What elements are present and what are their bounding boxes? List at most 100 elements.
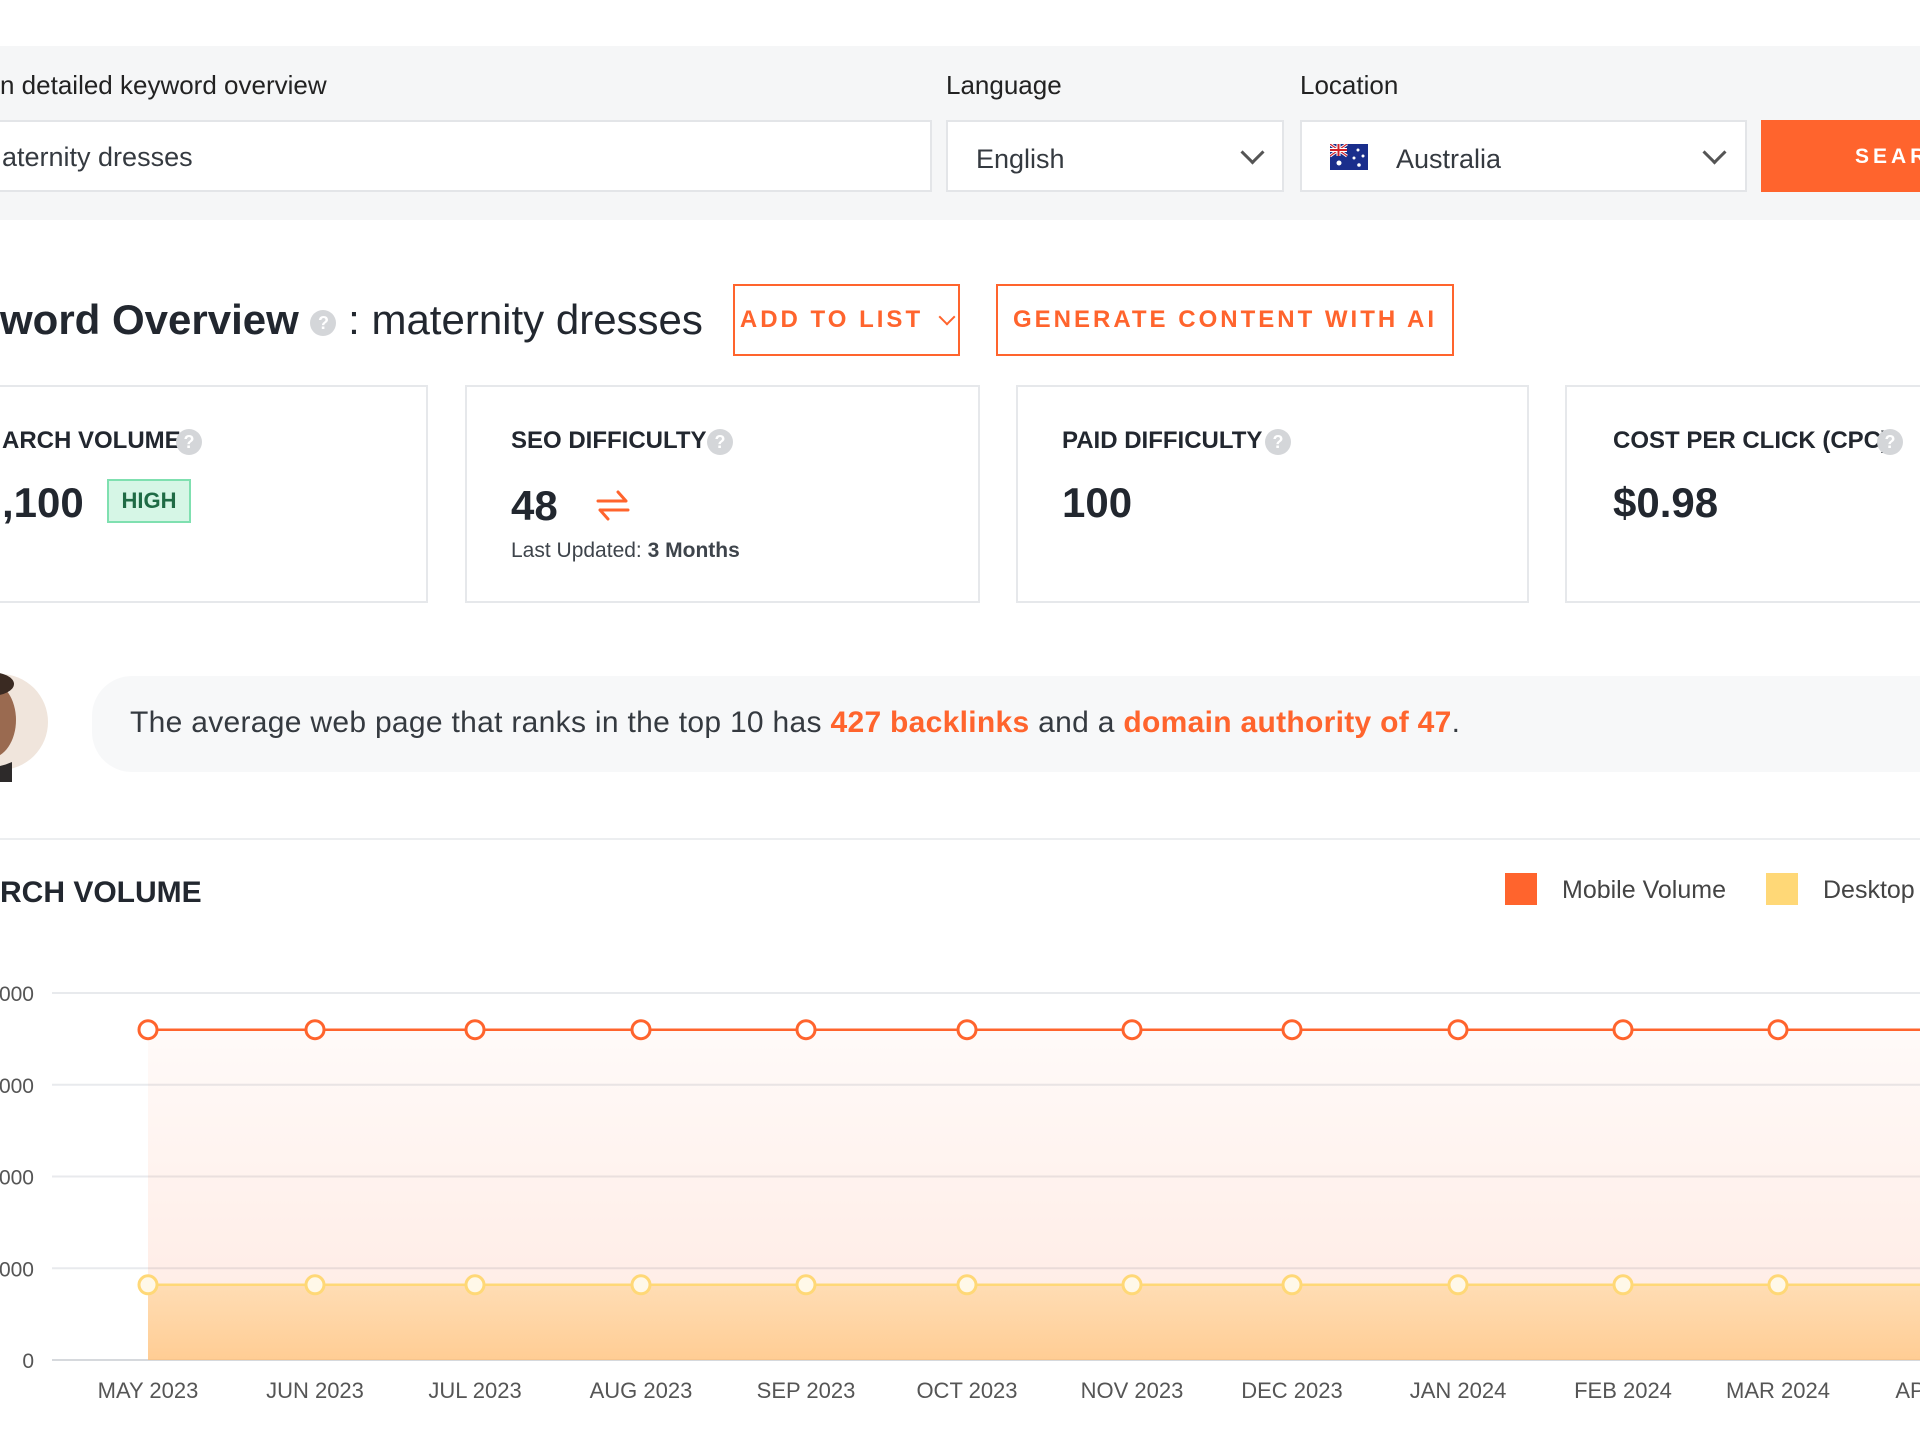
volume-level-badge: HIGH: [107, 479, 191, 523]
page-title-bold: word Overview: [0, 296, 299, 343]
card-value: 100: [1062, 479, 1133, 526]
help-icon[interactable]: ?: [310, 309, 337, 336]
keyword-input-label: n detailed keyword overview: [0, 70, 327, 100]
desktop-volume-point[interactable]: [956, 1274, 978, 1296]
location-select[interactable]: Australia: [1300, 120, 1747, 192]
search-volume-card: ARCH VOLUME ? ,100 HIGH: [0, 385, 428, 603]
backlinks-insight-banner: The average web page that ranks in the t…: [92, 676, 1920, 772]
desktop-volume-point[interactable]: [464, 1274, 486, 1296]
x-tick-label: MAY 2023: [98, 1378, 199, 1403]
seo-difficulty-card: SEO DIFFICULTY ? 48 Last Updated: 3 Mont…: [465, 385, 980, 603]
language-select-value: English: [976, 144, 1065, 174]
avatar: [0, 673, 48, 782]
location-select-value: Australia: [1396, 144, 1502, 174]
last-updated-value: 3 Months: [647, 539, 740, 562]
x-tick-label: FEB 2024: [1574, 1378, 1672, 1403]
help-icon[interactable]: ?: [707, 429, 733, 455]
section-divider: [0, 838, 1920, 840]
desktop-volume-point[interactable]: [1767, 1274, 1789, 1296]
y-tick-label: 0: [22, 1350, 34, 1373]
cpc-card: COST PER CLICK (CPC) ? $0.98: [1565, 385, 1920, 603]
add-to-list-label: ADD TO LIST: [739, 306, 924, 333]
desktop-volume-point[interactable]: [1447, 1274, 1469, 1296]
refresh-icon[interactable]: [594, 487, 632, 523]
card-title: PAID DIFFICULTY: [1062, 427, 1263, 454]
chevron-down-icon: [1702, 140, 1727, 165]
generate-content-ai-button[interactable]: GENERATE CONTENT WITH AI: [996, 284, 1454, 356]
insight-text: The average web page that ranks in the t…: [130, 706, 1460, 740]
card-title: ARCH VOLUME: [2, 427, 181, 454]
x-tick-label: NOV 2023: [1081, 1378, 1184, 1403]
mobile-volume-point[interactable]: [1281, 1019, 1303, 1041]
card-value: 48: [511, 482, 558, 529]
x-tick-label: MAR 2024: [1726, 1378, 1830, 1403]
mobile-volume-point[interactable]: [956, 1019, 978, 1041]
keyword-input-value: aternity dresses: [2, 142, 193, 172]
card-title: SEO DIFFICULTY: [511, 427, 707, 454]
card-value: $0.98: [1613, 479, 1719, 526]
desktop-volume-point[interactable]: [304, 1274, 326, 1296]
y-tick-label: 000: [0, 983, 34, 1006]
mobile-volume-point[interactable]: [1447, 1019, 1469, 1041]
mobile-volume-area: [148, 1029, 1920, 1360]
chart-points: [137, 1019, 1789, 1296]
language-select[interactable]: English: [946, 120, 1284, 192]
desktop-volume-point[interactable]: [1612, 1274, 1634, 1296]
backlinks-highlight: 427 backlinks: [830, 706, 1030, 739]
legend-label-desktop[interactable]: Desktop: [1823, 876, 1915, 904]
y-tick-label: 000: [0, 1075, 34, 1098]
add-to-list-button[interactable]: ADD TO LIST: [733, 284, 960, 356]
desktop-volume-point[interactable]: [1281, 1274, 1303, 1296]
mobile-volume-point[interactable]: [1767, 1019, 1789, 1041]
keyword-input[interactable]: aternity dresses: [0, 120, 932, 192]
mobile-volume-point[interactable]: [464, 1019, 486, 1041]
search-button-label: SEAR: [1855, 145, 1920, 168]
language-label: Language: [946, 70, 1062, 100]
desktop-volume-point[interactable]: [795, 1274, 817, 1296]
location-label: Location: [1300, 70, 1399, 100]
page-title-keyword: : maternity dresses: [348, 296, 703, 343]
mobile-volume-point[interactable]: [1121, 1019, 1143, 1041]
mobile-volume-point[interactable]: [1612, 1019, 1634, 1041]
desktop-volume-point[interactable]: [137, 1274, 159, 1296]
mobile-volume-point[interactable]: [630, 1019, 652, 1041]
chart-title: RCH VOLUME: [0, 876, 202, 909]
chevron-down-icon: [938, 308, 956, 326]
card-title: COST PER CLICK (CPC): [1613, 427, 1889, 454]
x-tick-label: OCT 2023: [916, 1378, 1017, 1403]
australia-flag-icon: [1330, 144, 1368, 170]
mobile-volume-point[interactable]: [137, 1019, 159, 1041]
legend-label-mobile[interactable]: Mobile Volume: [1562, 876, 1726, 904]
paid-difficulty-card: PAID DIFFICULTY ? 100: [1016, 385, 1529, 603]
x-tick-label: JAN 2024: [1410, 1378, 1507, 1403]
chart-areas: [148, 1029, 1920, 1360]
card-value: ,100: [2, 479, 84, 526]
x-tick-label: SEP 2023: [757, 1378, 856, 1403]
insight-text-end: .: [1451, 706, 1461, 739]
help-icon[interactable]: ?: [1265, 429, 1291, 455]
help-icon[interactable]: ?: [1877, 429, 1903, 455]
desktop-volume-point[interactable]: [630, 1274, 652, 1296]
domain-authority-highlight: domain authority of 47: [1123, 706, 1452, 739]
help-icon[interactable]: ?: [176, 429, 202, 455]
mobile-volume-point[interactable]: [795, 1019, 817, 1041]
legend-swatch-mobile: [1505, 873, 1537, 905]
page-title: word Overview ? : maternity dresses: [0, 296, 703, 344]
x-tick-label: AUG 2023: [590, 1378, 693, 1403]
x-tick-label: AP: [1895, 1378, 1920, 1403]
legend-swatch-desktop: [1766, 873, 1798, 905]
insight-text-mid: and a: [1029, 706, 1124, 739]
y-tick-label: 000: [0, 1167, 34, 1190]
last-updated-label: Last Updated:: [511, 539, 642, 562]
generate-content-label: GENERATE CONTENT WITH AI: [1013, 306, 1437, 333]
search-button[interactable]: SEAR: [1761, 120, 1920, 192]
x-tick-label: DEC 2023: [1241, 1378, 1343, 1403]
last-updated: Last Updated: 3 Months: [511, 539, 740, 563]
desktop-volume-area: [148, 1284, 1920, 1360]
desktop-volume-point[interactable]: [1121, 1274, 1143, 1296]
x-tick-label: JUN 2023: [266, 1378, 364, 1403]
mobile-volume-point[interactable]: [304, 1019, 326, 1041]
x-tick-label: JUL 2023: [428, 1378, 521, 1403]
